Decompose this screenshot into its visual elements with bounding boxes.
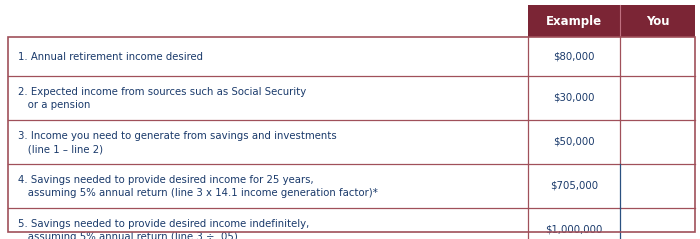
Bar: [528, 5, 620, 37]
Text: (line 1 – line 2): (line 1 – line 2): [18, 144, 103, 154]
Text: You: You: [645, 15, 669, 27]
Text: $80,000: $80,000: [553, 51, 595, 61]
Bar: [8, 164, 695, 208]
Text: 2. Expected income from sources such as Social Security: 2. Expected income from sources such as …: [18, 87, 307, 97]
Text: $50,000: $50,000: [553, 137, 595, 147]
Text: $705,000: $705,000: [550, 181, 598, 191]
Text: 3. Income you need to generate from savings and investments: 3. Income you need to generate from savi…: [18, 131, 337, 141]
Bar: [8, 37, 695, 232]
Text: assuming 5% annual return (line 3 ÷ .05): assuming 5% annual return (line 3 ÷ .05): [18, 232, 238, 239]
Text: 5. Savings needed to provide desired income indefinitely,: 5. Savings needed to provide desired inc…: [18, 219, 309, 229]
Text: $30,000: $30,000: [553, 93, 595, 103]
Text: assuming 5% annual return (line 3 x 14.1 income generation factor)*: assuming 5% annual return (line 3 x 14.1…: [18, 188, 378, 198]
Text: 1. Annual retirement income desired: 1. Annual retirement income desired: [18, 51, 203, 61]
Bar: [8, 120, 695, 164]
Bar: [8, 208, 695, 239]
Text: $1,000,000: $1,000,000: [545, 225, 603, 235]
Bar: [8, 76, 695, 120]
Bar: [620, 5, 695, 37]
Text: 4. Savings needed to provide desired income for 25 years,: 4. Savings needed to provide desired inc…: [18, 175, 314, 185]
Text: Example: Example: [546, 15, 602, 27]
Text: or a pension: or a pension: [18, 100, 90, 110]
Bar: [8, 37, 695, 76]
